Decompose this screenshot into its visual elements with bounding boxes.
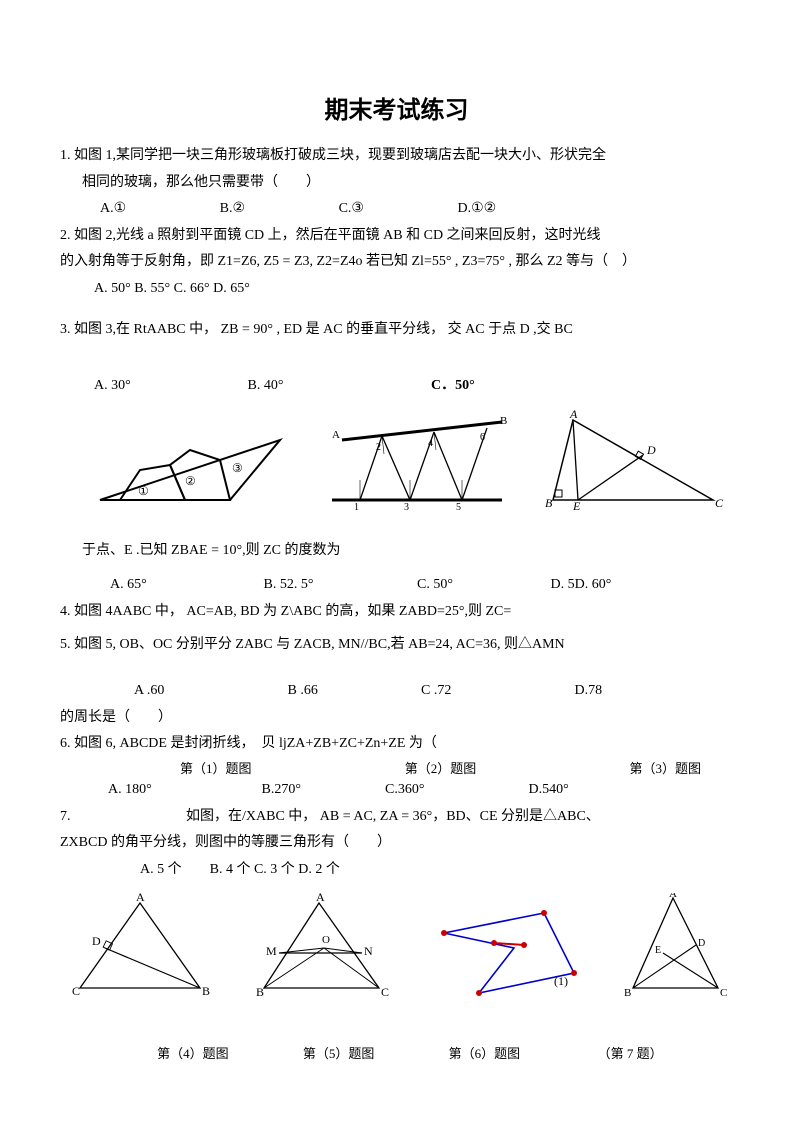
svg-text:M: M [266,944,277,958]
caption-row: 第（4）题图 第（5）题图 第（6）题图 （第 7 题） [60,1013,733,1062]
svg-text:B: B [202,984,210,998]
q1-opt-a: A.① [100,196,126,223]
svg-text:B: B [256,985,264,999]
q1-opt-b: B.② [220,196,245,223]
svg-text:A: A [669,893,677,900]
q6-opt-c: C.360° [385,777,525,804]
q2-text-a: 2. 如图 2,光线 a 照射到平面镜 CD 上，然后在平面镜 AB 和 CD … [60,223,733,250]
svg-text:1: 1 [354,502,359,510]
figure-3: A B E C D [543,410,733,510]
q3-opt-c: C. 50° [417,572,547,599]
q3-row-b: B. 40° [248,373,428,400]
svg-text:3: 3 [404,502,409,510]
svg-text:E: E [655,945,661,956]
figure-2: A B 1 2 3 4 5 6 [322,410,512,510]
svg-text:A: A [316,893,325,904]
q5-opt-b: B .66 [288,678,418,705]
figure-1: ① ② ③ [90,410,290,510]
q5-opt-c: C .72 [421,678,571,705]
page-title: 期末考试练习 [60,90,733,125]
svg-text:E: E [572,499,581,510]
cap-6: 第（6）题图 [412,1043,558,1062]
svg-text:A: A [136,893,145,904]
q5-opt-d: D.78 [575,678,603,705]
svg-text:B: B [545,496,553,510]
q3-row-c: C．50° [431,373,475,400]
q2-options: A. 50° B. 55° C. 66° D. 65° [60,276,733,303]
q3-text: 3. 如图 3,在 RtAABC 中， ZB = 90° , ED 是 AC 的… [60,317,733,344]
svg-text:6: 6 [480,432,485,443]
q5-opt-a: A .60 [134,678,284,705]
svg-text:(1): (1) [554,974,568,988]
figure-row-1: ① ② ③ A B 1 [90,410,733,510]
q6-options: A. 180° B.270° C.360° D.540° [60,777,733,804]
svg-text:C: C [72,984,80,998]
q2-text-b: 的入射角等于反射角，即 Z1=Z6, Z5 = Z3, Z2=Z4o 若已知 Z… [60,249,733,276]
svg-text:4: 4 [428,438,433,449]
cap-4: 第（4）题图 [120,1043,266,1062]
svg-text:C: C [381,985,389,999]
q3-row-opts: A. 30° B. 40° C．50° [60,373,733,400]
q1-opt-d: D.①② [457,196,496,223]
q1-options: A.① B.② C.③ D.①② [60,196,733,223]
svg-text:③: ③ [232,461,243,475]
svg-text:①: ① [138,484,149,498]
figure-4: A B C D [70,893,220,1003]
q5-tail: 的周长是（ ） [60,705,733,732]
q1-text-b: 相同的玻璃，那么他只需要带（ ） [60,170,733,197]
q3-options: A. 65° B. 52. 5° C. 50° D. 5D. 60° [60,572,733,599]
q6-opt-b: B.270° [262,777,382,804]
q7-options: A. 5 个 B. 4 个 C. 3 个 D. 2 个 [60,857,733,884]
q3-row-a: A. 30° [94,373,244,400]
q1-opt-c: C.③ [339,196,364,223]
svg-text:②: ② [185,474,196,488]
svg-text:2: 2 [376,442,381,453]
q3-opt-d: D. 5D. 60° [551,572,612,599]
svg-text:C: C [715,496,724,510]
svg-text:O: O [322,934,330,946]
svg-text:D: D [92,934,101,948]
cap-7: （第 7 题） [557,1043,703,1062]
q7-text-b: ZXBCD 的角平分线，则图中的等腰三角形有（ ） [60,830,733,857]
figure-7: A B C D E [618,893,733,1003]
svg-text:B: B [500,415,507,427]
svg-text:C: C [720,987,727,999]
svg-text:5: 5 [456,502,461,510]
q1-text-a: 1. 如图 1,某同学把一块三角形玻璃板打破成三块，现要到玻璃店去配一块大小、形… [60,143,733,170]
q6-opt-a: A. 180° [108,777,258,804]
midcap-1: 第（1）题图 [180,758,252,777]
q7-text-a: 7. 如图，在/XABC 中， AB = AC, ZA = 36°，BD、CE … [60,804,733,831]
q3-opt-b: B. 52. 5° [264,572,414,599]
figure-6: (1) [424,893,594,1003]
q3-opt-a: A. 65° [110,572,260,599]
figure-5: A B C M N O [244,893,399,1003]
mid-captions: 第（1）题图 第（2）题图 第（3）题图 [60,758,733,777]
svg-text:B: B [624,987,631,999]
q5-options: A .60 B .66 C .72 D.78 [60,678,733,705]
midcap-2: 第（2）题图 [405,758,477,777]
svg-text:D: D [646,443,656,457]
midcap-3: 第（3）题图 [630,758,702,777]
svg-text:N: N [364,944,373,958]
q6-text: 6. 如图 6, ABCDE 是封闭折线， 贝 ljZA+ZB+ZC+Zn+ZE… [60,731,733,758]
q4-text: 4. 如图 4AABC 中， AC=AB, BD 为 Z\ABC 的高，如果 Z… [60,599,733,626]
q5-text: 5. 如图 5, OB、OC 分别平分 ZABC 与 ZACB, MN//BC,… [60,632,733,659]
svg-text:D: D [698,938,705,949]
figure-row-2: A B C D A B C M N O [70,893,733,1003]
cap-5: 第（5）题图 [266,1043,412,1062]
svg-text:A: A [569,410,578,421]
q6-opt-d: D.540° [529,777,569,804]
q3-cont: 于点、E .已知 ZBAE = 10°,则 ZC 的度数为 [60,538,733,565]
svg-text:A: A [332,429,340,441]
